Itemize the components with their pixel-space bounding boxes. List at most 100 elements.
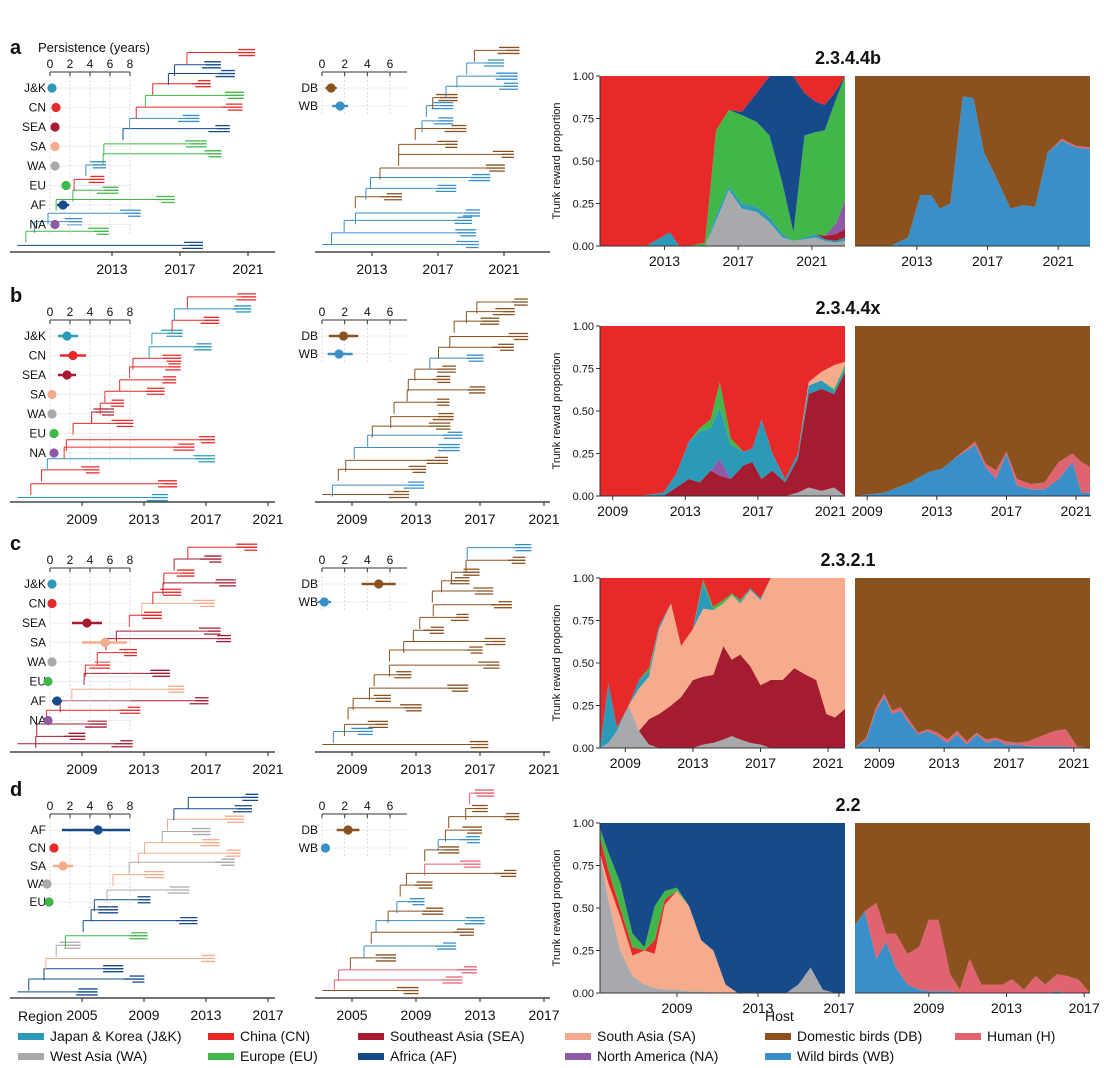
host-persistence-row-label: WB — [299, 595, 318, 609]
region-persistence-row-label: SEA — [22, 120, 46, 134]
host-persistence-tick-label: 6 — [387, 799, 394, 813]
region-chart-x-tick-label: 2021 — [813, 755, 844, 771]
legend-label: Domestic birds (DB) — [797, 1028, 923, 1044]
region-persistence-tick-label: 8 — [127, 305, 134, 319]
region-persistence-tick-label: 2 — [67, 57, 74, 71]
region-persistence-point — [93, 825, 103, 835]
region-chart-y-tick-label: 0.75 — [573, 861, 594, 873]
chart-title: 2.2 — [835, 795, 860, 815]
region-persistence-inset: 0 2 4 6 8 J&K CN SEA SA WA EU NA — [22, 305, 134, 463]
region-chart-x-tick-label: 2017 — [823, 1000, 854, 1016]
host-persistence-row-label: DB — [301, 329, 318, 343]
legend-item-china: China (CN) — [208, 1028, 310, 1044]
legend-swatch — [18, 1052, 44, 1060]
region-persistence-tick-label: 6 — [107, 553, 114, 567]
region-persistence-tick-label: 8 — [127, 553, 134, 567]
host-phylogeny: 2005 2009 2013 2017 — [315, 789, 560, 1023]
region-chart-area-cn — [600, 76, 845, 246]
region-persistence-row-label: CN — [29, 597, 46, 611]
legend-swatch — [358, 1052, 384, 1060]
region-persistence-row-label: EU — [29, 427, 46, 441]
legend-label: North America (NA) — [597, 1048, 719, 1064]
legend-item-europe: Europe (EU) — [208, 1048, 318, 1064]
figure-legend: Region Host Japan & Korea (J&K) China (C… — [0, 1008, 1104, 1068]
region-persistence-point — [47, 657, 57, 667]
region-chart-y-tick-label: 0.25 — [573, 946, 594, 958]
host-persistence-point — [319, 597, 329, 607]
region-tree-tick-label: 2017 — [190, 761, 221, 777]
host-persistence-inset: 0 2 4 6 DB WB — [299, 799, 407, 856]
region-chart-area-sea — [600, 646, 845, 748]
region-chart-area-wa — [600, 705, 845, 748]
region-area-chart: 2009 2013 2017 2021 0.00 0.25 0.50 0.75 1.00 Trun… — [551, 573, 845, 771]
host-persistence-tick-label: 0 — [319, 305, 326, 319]
legend-item-south-asia: South Asia (SA) — [565, 1028, 696, 1044]
region-persistence-row-label: NA — [29, 218, 46, 232]
legend-item-japan-korea: Japan & Korea (J&K) — [18, 1028, 182, 1044]
region-tree-tick-label: 2021 — [252, 511, 283, 527]
region-chart-x-tick-label: 2021 — [815, 503, 846, 519]
region-tree-tick-label: 2009 — [66, 511, 97, 527]
host-tree-tick-label: 2017 — [464, 761, 495, 777]
region-chart-y-tick-label: 0.75 — [573, 114, 594, 126]
region-persistence-tick-label: 2 — [67, 799, 74, 813]
host-chart-x-tick-label: 2013 — [901, 253, 932, 269]
region-persistence-row-label: EU — [29, 675, 46, 689]
region-chart-area-sea — [600, 371, 845, 496]
host-chart-x-tick-label: 2017 — [972, 253, 1003, 269]
legend-swatch — [208, 1032, 234, 1040]
host-chart-x-tick-label: 2013 — [929, 755, 960, 771]
region-chart-area-wa — [600, 487, 845, 496]
host-persistence-tick-label: 4 — [364, 57, 371, 71]
host-tree-tick-label: 2013 — [464, 1007, 495, 1023]
host-chart-area-h — [855, 902, 1090, 993]
region-persistence-row-label: CN — [29, 349, 46, 363]
region-chart-y-tick-label: 0.00 — [573, 988, 594, 1000]
region-phylogeny: 2013 2017 2021 — [10, 48, 275, 277]
region-persistence-point — [47, 579, 57, 589]
region-persistence-inset: 0 2 4 6 8 J&K CN SEA SA WA EU AF NA — [22, 553, 134, 730]
host-chart-area-h — [855, 693, 1090, 748]
persistence-axis-title: Persistence (years) — [38, 40, 150, 55]
region-persistence-row-label: CN — [29, 101, 46, 115]
host-persistence-tick-label: 0 — [319, 57, 326, 71]
region-chart-y-tick-label: 0.50 — [573, 406, 594, 418]
region-persistence-point — [58, 200, 68, 210]
region-persistence-tick-label: 6 — [107, 799, 114, 813]
host-tree-tick-label: 2009 — [400, 1007, 431, 1023]
region-chart-y-tick-label: 0.00 — [573, 241, 594, 253]
legend-label: Wild birds (WB) — [797, 1048, 895, 1064]
host-chart-x-tick-label: 2013 — [991, 1000, 1022, 1016]
region-chart-area-cn — [600, 578, 845, 748]
legend-item-southeast-asia: Southeast Asia (SEA) — [358, 1028, 525, 1044]
region-persistence-point — [51, 102, 61, 113]
region-chart-y-tick-label: 1.00 — [573, 321, 594, 333]
region-tree-tick-label: 2013 — [190, 1007, 221, 1023]
host-persistence-tick-label: 6 — [387, 57, 394, 71]
host-tree-tick-label: 2017 — [464, 511, 495, 527]
host-persistence-point — [338, 331, 349, 341]
region-persistence-point — [47, 389, 57, 400]
region-chart-x-tick-label: 2013 — [670, 503, 701, 519]
region-persistence-point — [42, 879, 52, 889]
region-tree-tick-label: 2009 — [66, 761, 97, 777]
region-tree-tick-label: 2021 — [232, 261, 263, 277]
region-persistence-row-label: EU — [29, 895, 46, 909]
region-tree-tick-label: 2017 — [190, 511, 221, 527]
region-persistence-row-label: J&K — [24, 81, 46, 95]
legend-region-title: Region — [18, 1008, 63, 1024]
region-persistence-tick-label: 0 — [47, 553, 54, 567]
region-chart-y-tick-label: 1.00 — [573, 71, 594, 83]
region-chart-x-tick-label: 2009 — [661, 1000, 692, 1016]
host-phylogeny: 2009 2013 2017 2021 — [315, 298, 560, 527]
host-chart-x-tick-label: 2017 — [993, 755, 1024, 771]
host-chart-area-db — [855, 823, 1090, 993]
region-persistence-point — [49, 843, 59, 853]
region-persistence-point — [49, 428, 59, 439]
legend-swatch — [358, 1032, 384, 1040]
host-persistence-row-label: DB — [301, 81, 318, 95]
region-chart-x-tick-label: 2017 — [742, 503, 773, 519]
